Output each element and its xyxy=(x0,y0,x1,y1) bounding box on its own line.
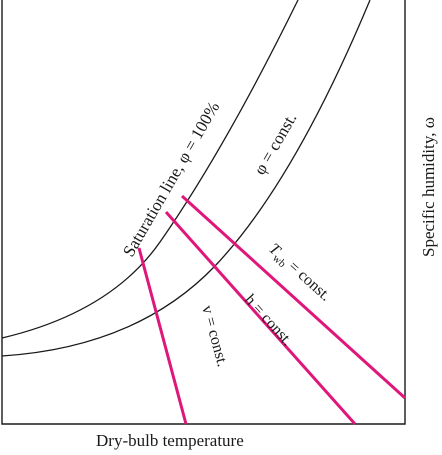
phi-const-label: φ = const. xyxy=(250,110,300,178)
x-axis-label: Dry-bulb temperature xyxy=(96,431,244,450)
saturation-curve xyxy=(1,0,299,339)
twb-rest: = const. xyxy=(282,255,334,304)
v-const-label: v = const. xyxy=(198,304,231,369)
twb-const-label: Twb = const. xyxy=(263,240,334,306)
saturation-line-label: Saturation line, φ = 100% xyxy=(119,98,223,260)
v-const-line xyxy=(137,247,188,425)
chart-frame xyxy=(1,0,406,425)
h-const-line xyxy=(164,211,357,425)
phi-const-curve xyxy=(1,0,371,357)
h-const-label: h = const. xyxy=(241,291,296,349)
y-axis-label: Specific humidity, ω xyxy=(419,117,438,257)
twb-const-line xyxy=(180,194,407,400)
